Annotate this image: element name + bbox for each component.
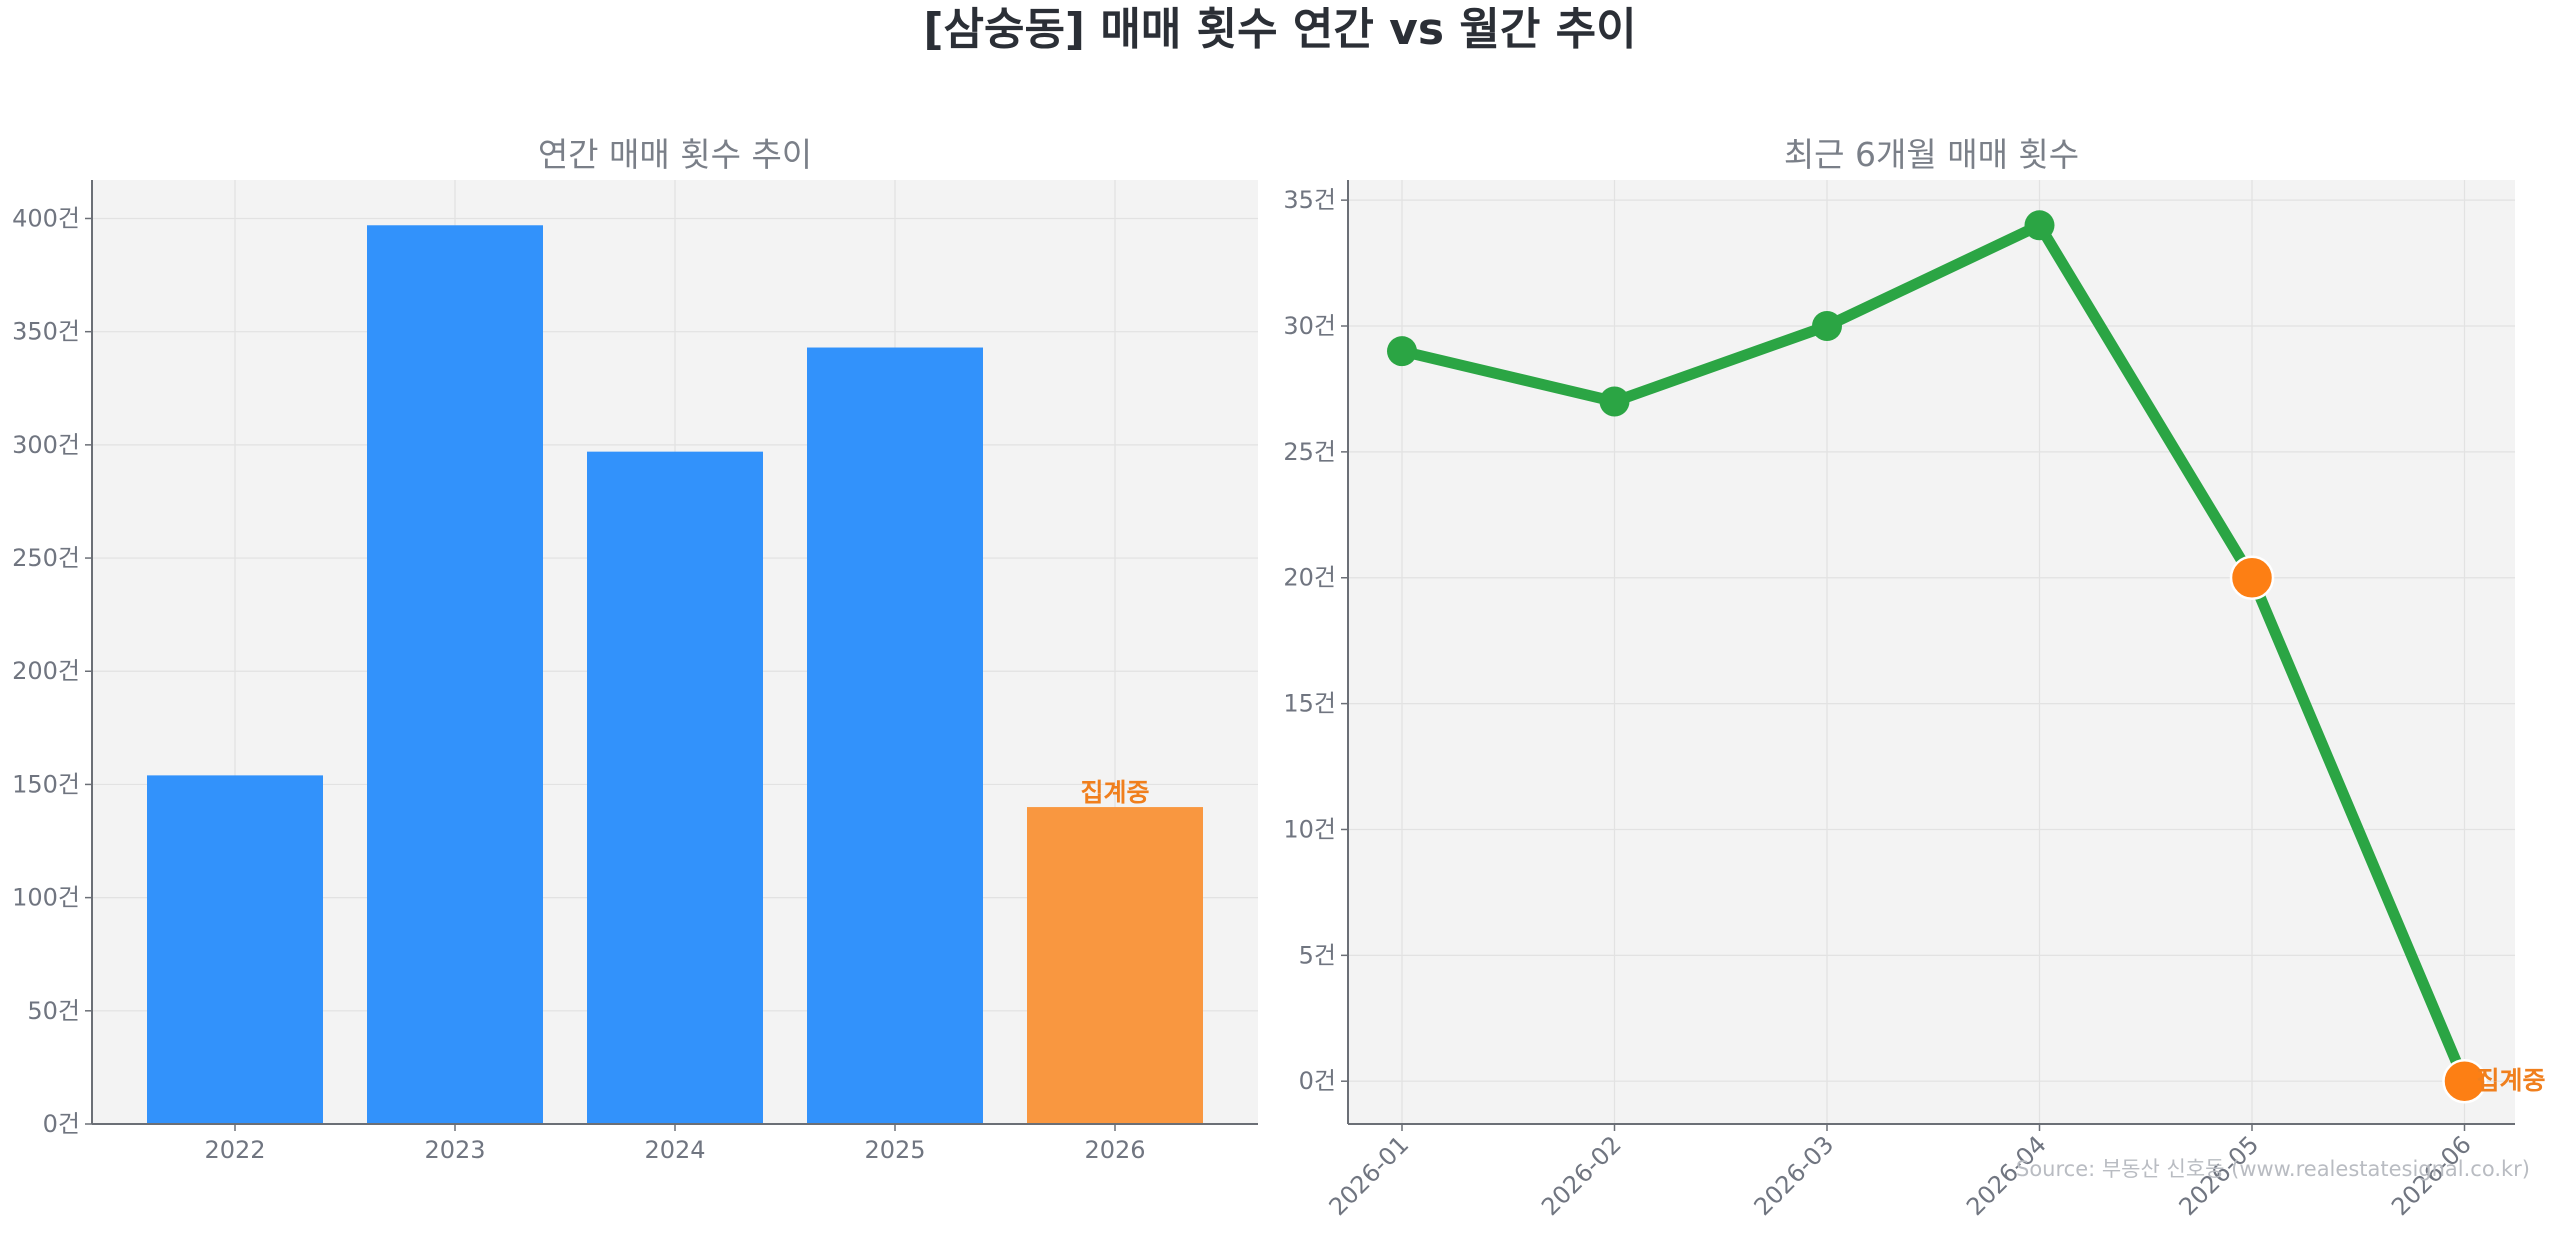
point-2026-01 bbox=[1387, 336, 1417, 367]
y-tick-label: 35건 bbox=[1283, 186, 1336, 214]
series-line bbox=[1396, 219, 2470, 1087]
y-tick-label: 100건 bbox=[12, 884, 80, 912]
subplot-title: 최근 6개월 매매 횟수 bbox=[1784, 135, 2079, 174]
y-tick-label: 0건 bbox=[1299, 1067, 1336, 1095]
y-tick-label: 250건 bbox=[12, 544, 80, 572]
annual-bar-chart: 0건 50건 100건 150건 200건 250건 300건 350건 400건 2022 202… bbox=[12, 135, 1258, 1164]
x-tick-label: 2025 bbox=[864, 1136, 925, 1164]
bar-2024 bbox=[587, 451, 763, 1124]
x-tick-label: 2026-02 bbox=[1536, 1130, 1627, 1221]
subplot-title: 연간 매매 횟수 추이 bbox=[538, 135, 812, 174]
y-tick-label: 300건 bbox=[12, 431, 80, 459]
bar-annotation: 집계중 bbox=[1080, 778, 1149, 807]
y-tick-label: 350건 bbox=[12, 318, 80, 346]
x-tick-label: 2022 bbox=[204, 1136, 265, 1164]
point-2026-05 bbox=[2229, 555, 2275, 600]
y-tick-label: 0건 bbox=[43, 1110, 80, 1138]
y-tick-label: 400건 bbox=[12, 204, 80, 232]
monthly-line-chart: 0건 5건 10건 15건 20건 25건 30건 35건 2026-01 2026-02 2026… bbox=[1283, 135, 2545, 1221]
y-tick-label: 25건 bbox=[1283, 438, 1336, 466]
line-annotation: 집계중 bbox=[2477, 1066, 2546, 1095]
y-tick-label: 50건 bbox=[27, 997, 80, 1025]
plot-area bbox=[1348, 180, 2515, 1124]
x-tick-label: 2026-03 bbox=[1749, 1130, 1840, 1221]
x-tick-label: 2023 bbox=[424, 1136, 485, 1164]
y-tick-label: 15건 bbox=[1283, 690, 1336, 718]
x-tick-label: 2026-01 bbox=[1324, 1130, 1415, 1221]
bar-2025 bbox=[807, 347, 983, 1124]
source-note: Source: 부동산 신호등 (www.realestatesignal.co… bbox=[2016, 1157, 2530, 1181]
bar-2023 bbox=[367, 225, 543, 1125]
y-tick-label: 10건 bbox=[1283, 815, 1336, 843]
x-tick-label: 2024 bbox=[644, 1136, 705, 1164]
y-tick-label: 200건 bbox=[12, 657, 80, 685]
point-2026-02 bbox=[1599, 386, 1630, 417]
point-2026-04 bbox=[2024, 210, 2055, 241]
point-2026-06 bbox=[2442, 1058, 2487, 1104]
y-tick-label: 5건 bbox=[1299, 941, 1336, 969]
page-title: [삼숭동] 매매 횟수 연간 vs 월간 추이 bbox=[923, 4, 1637, 55]
point-2026-03 bbox=[1812, 311, 1842, 342]
x-tick-label: 2026 bbox=[1084, 1136, 1145, 1164]
bar-2022 bbox=[147, 775, 323, 1124]
y-tick-label: 20건 bbox=[1283, 564, 1336, 592]
y-tick-label: 150건 bbox=[12, 770, 80, 798]
y-tick-label: 30건 bbox=[1283, 312, 1336, 340]
bar-2026 bbox=[1027, 807, 1203, 1124]
